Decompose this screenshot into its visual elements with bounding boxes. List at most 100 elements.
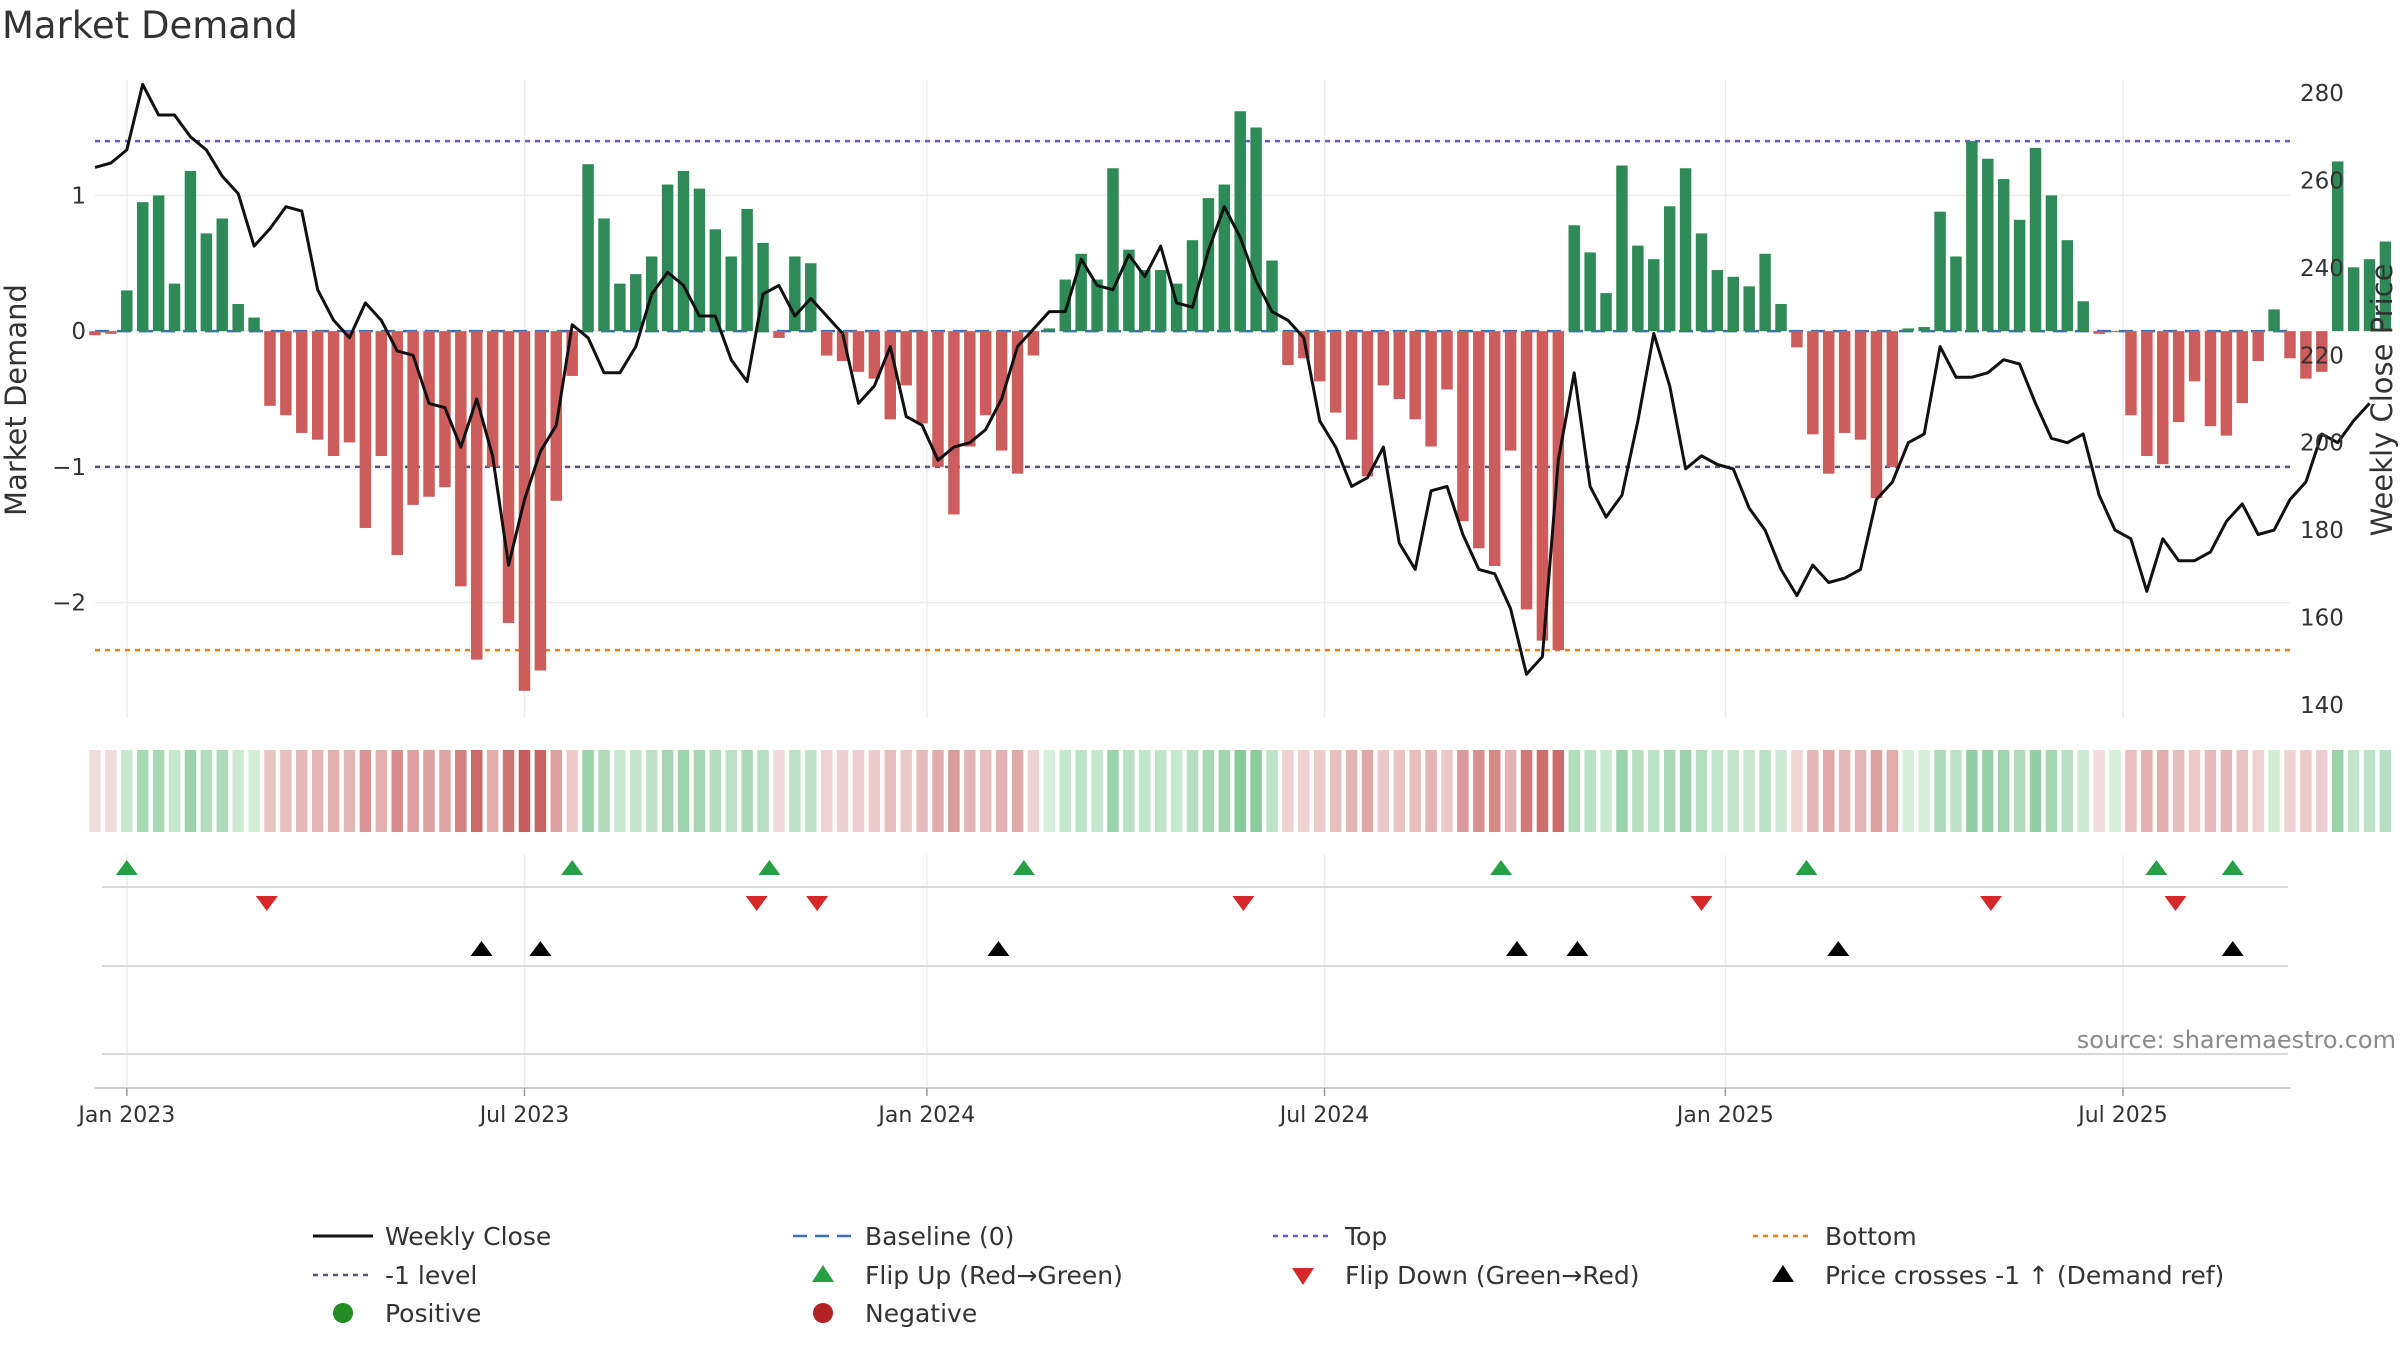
heat-cell (1743, 750, 1755, 832)
heat-cell (1393, 750, 1406, 832)
flip-up-marker (1490, 860, 1513, 875)
heat-cell (1011, 750, 1024, 832)
heat-cell (232, 750, 244, 832)
positive-bar (1997, 179, 2010, 332)
heat-cell (789, 750, 801, 832)
heat-cell (89, 750, 101, 832)
heat-cell (1250, 750, 1262, 832)
negative-bar (534, 331, 547, 671)
positive-bar (757, 242, 769, 332)
negative-bar (773, 331, 785, 338)
price-cross-marker (1827, 941, 1850, 956)
heat-cell (900, 750, 912, 832)
heat-cell (948, 750, 960, 832)
heat-cell (391, 750, 403, 832)
positive-bar (741, 208, 753, 332)
heat-cell (1679, 750, 1692, 832)
positive-bar (614, 283, 626, 332)
negative-bar (1854, 331, 1867, 440)
positive-bar (2331, 161, 2344, 332)
heat-cell (1457, 750, 1469, 832)
negative-bar (964, 331, 976, 447)
positive-bar (1775, 303, 1787, 332)
heat-cell (645, 750, 658, 832)
positive-bar (2045, 195, 2058, 332)
heat-cell (200, 750, 213, 832)
negative-bar (948, 331, 960, 515)
positive-bar (200, 233, 213, 332)
right-tick-label: 260 (2300, 169, 2344, 195)
heat-cell (518, 750, 531, 832)
heat-cell (995, 750, 1008, 832)
negative-bar (1027, 331, 1040, 356)
positive-bar (1123, 249, 1135, 332)
flip-down-marker (255, 896, 278, 911)
main-grid (95, 80, 2290, 718)
heat-cell (1234, 750, 1246, 832)
flip-down-marker (1232, 896, 1255, 911)
negative-bar (1011, 331, 1024, 474)
heat-cell (757, 750, 769, 832)
legend-label: Weekly Close (385, 1222, 551, 1251)
negative-bar (486, 331, 499, 467)
negative-bar (932, 331, 944, 467)
right-tick-label: 160 (2300, 605, 2344, 631)
negative-bar (2284, 331, 2296, 359)
negative-bar (900, 331, 912, 386)
negative-bar (1552, 331, 1565, 651)
heat-cell (614, 750, 626, 832)
legend-label: Negative (865, 1299, 977, 1328)
heat-cell (1441, 750, 1453, 832)
positive-bar (2061, 240, 2074, 332)
heat-cell (471, 750, 483, 832)
positive-bar (1266, 260, 1278, 332)
heat-cell (725, 750, 737, 832)
heat-cell (1520, 750, 1533, 832)
negative-bar (1314, 331, 1326, 382)
negative-bar (1345, 331, 1358, 440)
heat-cell (2093, 750, 2105, 832)
heat-cell (502, 750, 515, 832)
negative-bar (1393, 331, 1406, 399)
heat-cell (2029, 750, 2042, 832)
heat-cell (1950, 750, 1962, 832)
positive-bar (2013, 219, 2026, 332)
positive-bar (709, 229, 722, 332)
heat-cell (1695, 750, 1708, 832)
negative-bar (852, 331, 865, 372)
positive-bar (2268, 309, 2280, 332)
heat-cell (932, 750, 944, 832)
legend-item: Bottom (1753, 1222, 1917, 1251)
legend-label: Baseline (0) (865, 1222, 1014, 1251)
positive-bar (1663, 206, 1676, 332)
heat-cell (1648, 750, 1660, 832)
heat-cell (1504, 750, 1517, 832)
heat-cell (741, 750, 753, 832)
legend: Weekly Close Baseline (0) Top Bottom -1 leve… (313, 1222, 2224, 1328)
source-label: source: sharemaestro.com (2077, 1026, 2396, 1054)
x-tick-label: Jul 2024 (1278, 1103, 1370, 1128)
positive-bar (1918, 327, 1930, 332)
positive-bar (661, 184, 674, 332)
legend-item: Price crosses -1 ↑ (Demand ref) (1772, 1261, 2224, 1290)
negative-bar (1441, 331, 1453, 390)
positive-bar (1139, 270, 1151, 332)
heat-cell (1934, 750, 1946, 832)
legend-item: Top (1273, 1222, 1387, 1251)
heat-cell (1266, 750, 1278, 832)
heat-cell (868, 750, 881, 832)
heat-cell (1854, 750, 1867, 832)
negative-bar (1488, 331, 1501, 566)
negative-bar (1520, 331, 1533, 610)
heat-cell (2236, 750, 2249, 832)
negative-bar (518, 331, 531, 691)
negative-bar (89, 331, 101, 336)
negative-bar (1329, 331, 1342, 413)
heat-cell (1377, 750, 1390, 832)
negative-bar (2204, 331, 2217, 427)
negative-bar (1807, 331, 1819, 435)
heat-cell (1298, 750, 1310, 832)
heat-cell (1186, 750, 1199, 832)
legend-label: Flip Up (Red→Green) (865, 1261, 1123, 1290)
legend-label: Flip Down (Green→Red) (1345, 1261, 1640, 1290)
